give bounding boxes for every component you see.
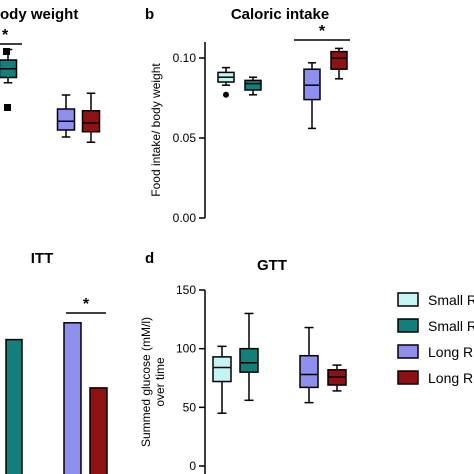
panel-a-outlier-1 (4, 104, 11, 111)
panel-d-group-1-box (239, 347, 259, 373)
panel-b-group-0-outlier-0 (223, 91, 229, 98)
panel-d: d GTT Summed glucose (mM/l) over time 0 5… (139, 250, 347, 474)
panel-d-tick-label-3: 150 (176, 283, 196, 297)
panel-d-tick-label-2: 100 (176, 342, 196, 356)
panel-b-group-2-box (303, 68, 321, 101)
panel-a-boxes (0, 48, 101, 143)
panel-b: b Caloric intake Food intake/ body weigh… (145, 6, 350, 225)
panel-b-ticks: 0.00 0.05 0.10 (173, 51, 205, 225)
panel-c-bar-2 (89, 387, 108, 474)
panel-d-tick-label-0: 0 (189, 459, 196, 473)
panel-b-tick-label-0: 0.00 (173, 211, 197, 225)
panel-c-title: ITT (31, 250, 54, 267)
panel-d-ticks: 0 50 100 150 (176, 283, 205, 473)
panel-b-boxes (217, 47, 348, 130)
panel-d-boxes (212, 312, 347, 414)
panel-c-bar-0 (5, 338, 23, 474)
panel-a-group-1-box (56, 108, 76, 131)
legend-label-1: Small R (428, 318, 474, 334)
panel-d-label: d (145, 250, 154, 267)
legend: Small R Small R Long R Long R (397, 292, 474, 386)
panel-b-tick-label-1: 0.05 (173, 131, 197, 145)
panel-c-bar-1 (63, 322, 82, 474)
panel-c-bars (5, 322, 108, 474)
panel-b-title: Caloric intake (231, 6, 329, 23)
panel-b-group-3-box (330, 50, 348, 70)
panel-a-title: ody weight (0, 6, 78, 23)
legend-swatch-2 (397, 344, 419, 359)
panel-d-tick-label-1: 50 (183, 400, 197, 414)
panel-b-tick-label-2: 0.10 (173, 51, 197, 65)
legend-label-3: Long R (428, 370, 473, 386)
legend-label-2: Long R (428, 344, 473, 360)
panel-b-label: b (145, 6, 154, 23)
legend-swatch-1 (397, 318, 419, 333)
legend-swatch-0 (397, 292, 419, 307)
panel-d-ylabel-line2: over time (153, 357, 167, 407)
panel-a-significance-star: * (2, 27, 9, 44)
panel-d-title: GTT (257, 257, 287, 274)
panel-a: ody weight * (0, 6, 101, 143)
panel-a-group-2-box (81, 110, 101, 133)
panel-d-group-2-box (299, 354, 319, 389)
legend-swatch-3 (397, 370, 419, 385)
panel-c: ITT * (5, 250, 108, 474)
panel-b-significance-star: * (319, 23, 326, 40)
panel-d-ylabel-line1: Summed glucose (mM/l) (139, 317, 153, 447)
panel-d-group-0-box (212, 356, 232, 383)
panel-b-group-1-box (244, 79, 262, 91)
panel-b-ylabel: Food intake/ body weight (149, 63, 163, 197)
panel-c-significance-star: * (83, 296, 90, 313)
legend-label-0: Small R (428, 292, 474, 308)
panel-a-outlier-0 (3, 48, 10, 55)
